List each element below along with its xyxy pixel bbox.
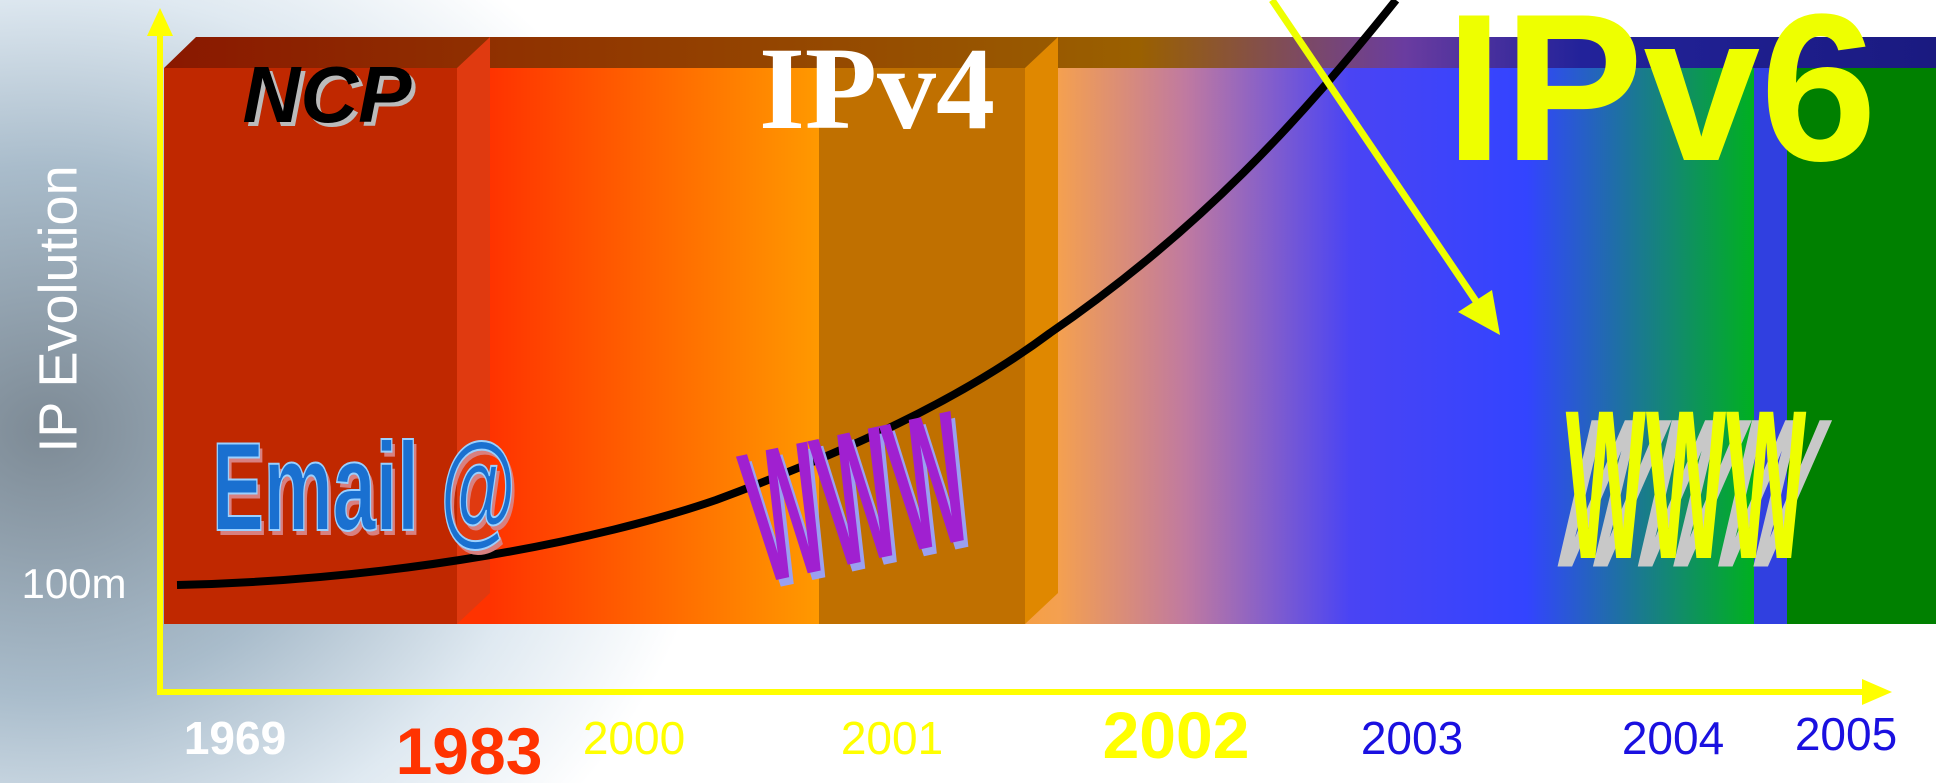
year: 2001 <box>841 712 943 764</box>
year: 2005 <box>1795 708 1897 760</box>
email-group: Email @ Email @ <box>212 418 519 562</box>
ncp-label: NCP <box>243 50 413 139</box>
page: IP Evolution 100m NCP NCP IPv4 IPv6 Emai… <box>0 0 1936 783</box>
year: 2002 <box>1103 698 1250 772</box>
year: 1969 <box>184 712 286 764</box>
www-yellow-group: WWW WWW <box>1527 366 1847 611</box>
year: 2003 <box>1361 712 1463 764</box>
ipv4-label: IPv4 <box>759 23 995 154</box>
start-label: 100m <box>21 560 126 607</box>
www-purple-group: WWW WWW <box>728 372 991 630</box>
year: 1983 <box>396 714 543 783</box>
year: 2004 <box>1622 712 1724 764</box>
slide: IP Evolution 100m NCP NCP IPv4 IPv6 Emai… <box>0 0 1936 783</box>
email-label: Email @ <box>212 418 516 557</box>
www-purple-label: WWW <box>728 372 986 622</box>
year: 2000 <box>583 712 685 764</box>
axis-label: IP Evolution <box>28 165 88 452</box>
ipv6-label: IPv6 <box>1445 0 1877 205</box>
www-yellow-label: WWW <box>1566 366 1807 604</box>
